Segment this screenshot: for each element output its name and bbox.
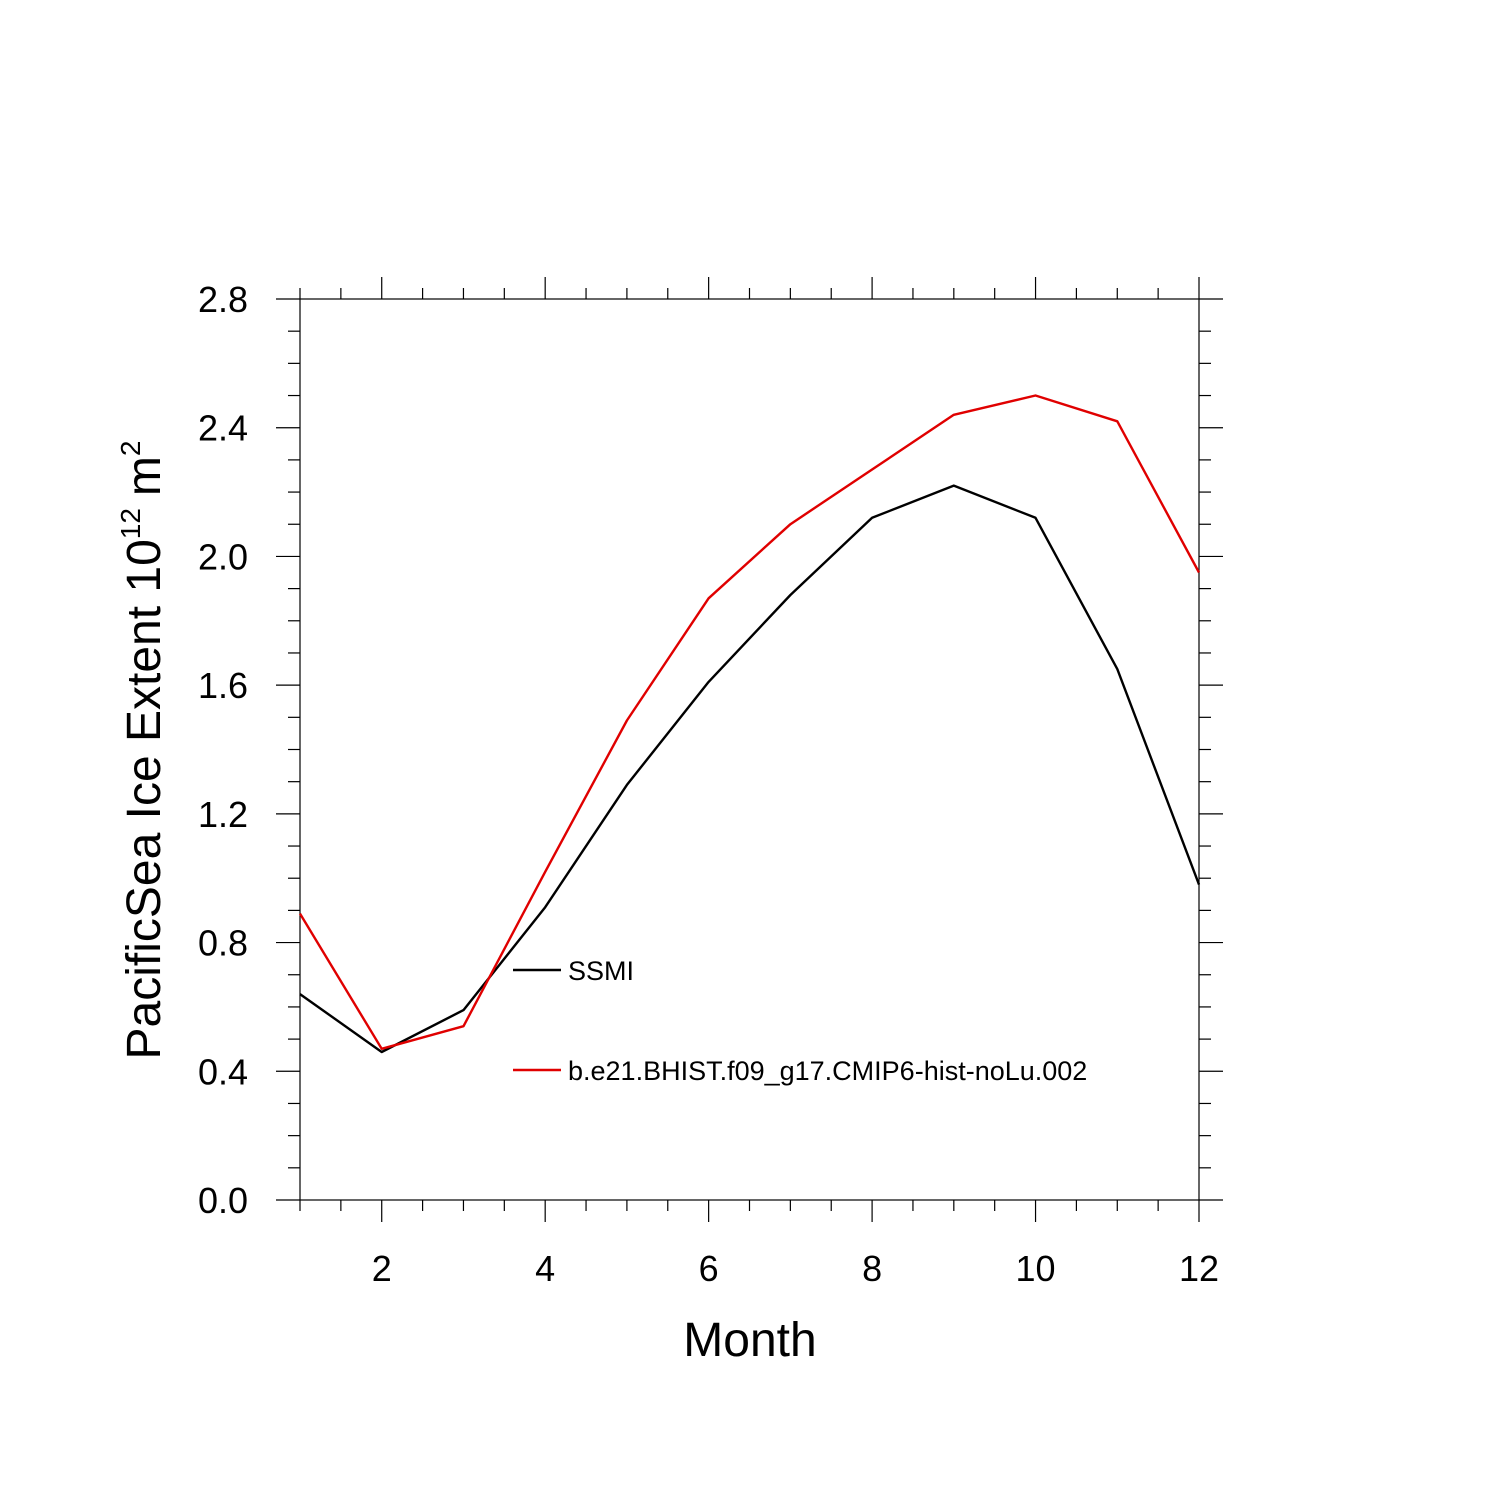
y-tick-label: 0.0 [198, 1180, 248, 1221]
y-axis-title: PacificSea Ice Extent 1012 m2 [115, 440, 171, 1059]
y-tick-label: 2.0 [198, 536, 248, 577]
y-tick-label: 2.8 [198, 279, 248, 320]
y-axis-title-exponent: 12 [115, 508, 146, 539]
x-tick-label: 6 [699, 1248, 719, 1289]
x-tick-label: 4 [535, 1248, 555, 1289]
x-tick-label: 12 [1179, 1248, 1219, 1289]
series-line-ssmi [299, 484, 1201, 1054]
y-axis-title-main: PacificSea Ice Extent 10 [118, 539, 171, 1059]
y-tick-label: 0.8 [198, 923, 248, 964]
legend: SSMI b.e21.BHIST.f09_g17.CMIP6-hist-noLu.… [513, 956, 1087, 1086]
y-axis-title-unit: m [118, 456, 171, 496]
x-tick-label: 10 [1016, 1248, 1056, 1289]
x-tick-label: 8 [862, 1248, 882, 1289]
axis-ticks [276, 277, 1223, 1222]
series-line-model [298, 394, 1201, 1051]
axis-tick-labels: 2 4 6 8 10 12 0.0 0.4 0.8 1.2 1.6 2.0 2.4 2.8 [198, 279, 1219, 1289]
series-layer [298, 394, 1201, 1054]
y-axis-title-unit-exponent: 2 [115, 440, 146, 456]
legend-label: SSMI [568, 956, 634, 986]
y-tick-label: 0.4 [198, 1051, 248, 1092]
x-axis-title: Month [683, 1314, 816, 1367]
y-tick-label: 2.4 [198, 408, 248, 449]
y-tick-label: 1.2 [198, 794, 248, 835]
legend-label: b.e21.BHIST.f09_g17.CMIP6-hist-noLu.002 [568, 1056, 1087, 1086]
y-tick-label: 1.6 [198, 665, 248, 706]
x-tick-label: 2 [372, 1248, 392, 1289]
